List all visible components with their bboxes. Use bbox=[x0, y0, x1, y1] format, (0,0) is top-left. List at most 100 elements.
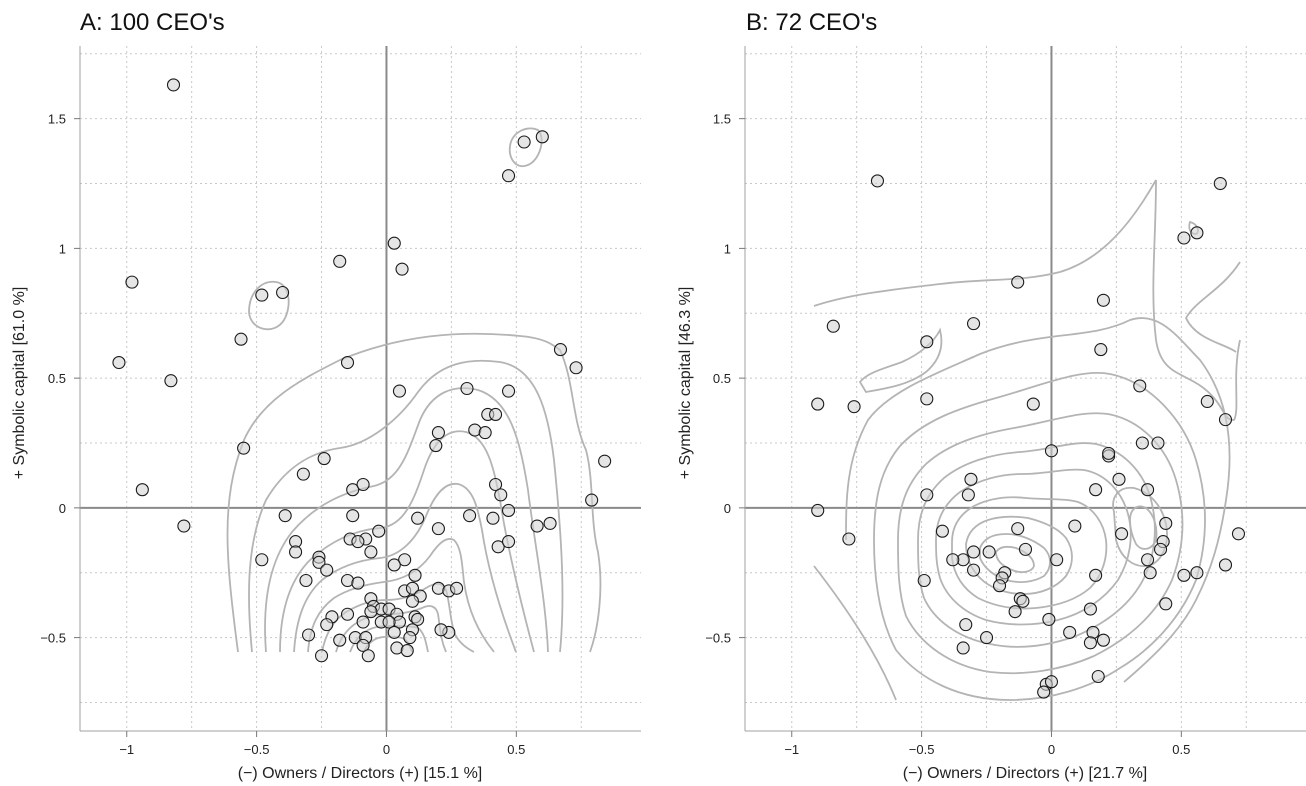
data-point bbox=[364, 545, 378, 559]
data-point bbox=[411, 511, 425, 525]
panel-b-y-axis-title: + Symbolic capital [46.3 %] bbox=[677, 287, 694, 480]
data-point bbox=[920, 335, 934, 349]
data-point bbox=[1218, 558, 1233, 572]
density-contour bbox=[873, 372, 1206, 701]
data-point bbox=[501, 384, 516, 398]
data-point bbox=[1159, 516, 1173, 530]
data-point bbox=[826, 319, 840, 333]
data-point bbox=[486, 511, 500, 525]
data-point bbox=[917, 573, 931, 588]
data-point bbox=[530, 519, 544, 533]
density-contour bbox=[813, 317, 1231, 701]
data-point bbox=[351, 576, 365, 590]
data-point bbox=[387, 558, 401, 572]
density-contour bbox=[965, 515, 1073, 595]
data-point bbox=[1016, 594, 1030, 608]
data-point bbox=[299, 573, 313, 588]
panel-b-title: B: 72 CEO's bbox=[746, 9, 877, 36]
data-point bbox=[1133, 379, 1147, 393]
data-point bbox=[517, 135, 531, 149]
data-point bbox=[1102, 446, 1116, 460]
data-point bbox=[166, 78, 181, 92]
data-point bbox=[314, 649, 329, 663]
panel-a-axes: −1 −0.5 0 0.5 −0.5 0 0.5 1 1.5 bbox=[40, 46, 641, 757]
data-point bbox=[842, 532, 856, 546]
data-point bbox=[1091, 669, 1105, 684]
y-tick-label: 1.5 bbox=[713, 112, 731, 127]
x-tick-label: −1 bbox=[784, 742, 799, 757]
data-point bbox=[1026, 397, 1040, 411]
data-point bbox=[553, 343, 568, 357]
data-point bbox=[982, 545, 996, 559]
x-tick-label: 0.5 bbox=[1172, 742, 1190, 757]
data-point bbox=[234, 332, 248, 346]
data-point bbox=[317, 452, 331, 466]
panel-a-title: A: 100 CEO's bbox=[80, 9, 225, 36]
x-tick-label: −0.5 bbox=[909, 742, 935, 757]
data-point bbox=[255, 288, 269, 302]
data-point bbox=[340, 607, 355, 621]
data-point bbox=[333, 633, 347, 647]
data-point bbox=[501, 503, 516, 518]
panel-a-x-axis-title: (−) Owners / Directors (+) [15.1 %] bbox=[238, 765, 483, 782]
data-point bbox=[964, 472, 978, 486]
data-point bbox=[400, 644, 414, 658]
data-point bbox=[177, 519, 191, 533]
density-contour bbox=[917, 442, 1156, 648]
data-point bbox=[405, 594, 419, 608]
data-point bbox=[405, 581, 419, 595]
data-point bbox=[1141, 553, 1155, 567]
panel-a-y-axis-title: + Symbolic capital [61.0 %] bbox=[11, 287, 28, 480]
data-point bbox=[372, 524, 386, 538]
data-point bbox=[356, 615, 370, 629]
data-point bbox=[478, 426, 492, 440]
data-point bbox=[1154, 542, 1168, 556]
x-tick-label: −1 bbox=[119, 742, 134, 757]
y-tick-label: 1.5 bbox=[48, 112, 66, 127]
data-point bbox=[346, 509, 360, 523]
data-point bbox=[811, 503, 825, 518]
data-point bbox=[1089, 483, 1103, 497]
y-tick-label: 1 bbox=[724, 241, 731, 256]
data-point bbox=[1011, 522, 1025, 536]
data-point bbox=[276, 285, 290, 300]
data-point bbox=[1094, 343, 1108, 357]
data-point bbox=[491, 540, 505, 554]
density-contour bbox=[279, 430, 535, 653]
data-point bbox=[920, 488, 934, 502]
data-point bbox=[494, 488, 508, 502]
data-point bbox=[320, 618, 334, 632]
data-point bbox=[112, 356, 126, 370]
panel-b-axes: −1 −0.5 0 0.5 −0.5 0 0.5 1 1.5 bbox=[705, 46, 1306, 757]
y-tick-label: 0.5 bbox=[48, 371, 66, 386]
data-point bbox=[1143, 566, 1157, 580]
data-point bbox=[135, 483, 149, 497]
data-point bbox=[237, 441, 251, 455]
density-contour bbox=[995, 545, 1035, 573]
data-point bbox=[1231, 527, 1246, 541]
y-tick-label: 1 bbox=[59, 241, 66, 256]
density-contour bbox=[858, 327, 943, 393]
data-point bbox=[1042, 612, 1056, 626]
data-point bbox=[543, 516, 557, 530]
data-point bbox=[296, 467, 310, 481]
data-point bbox=[1063, 625, 1077, 639]
data-point bbox=[946, 553, 960, 567]
panel-a: A: 100 CEO's −1 −0.5 0 0.5 −0.5 0 0.5 1 1.5 (−) … bbox=[11, 9, 641, 782]
density-contour bbox=[248, 280, 290, 331]
y-tick-label: 0.5 bbox=[713, 371, 731, 386]
data-point bbox=[1135, 436, 1149, 450]
data-point bbox=[429, 439, 443, 453]
data-point bbox=[501, 169, 516, 183]
data-point bbox=[340, 356, 355, 370]
data-point bbox=[403, 631, 417, 645]
density-contour bbox=[951, 496, 1108, 610]
density-contour bbox=[226, 332, 602, 653]
data-point bbox=[302, 628, 316, 642]
data-point bbox=[1011, 275, 1025, 289]
data-point bbox=[398, 553, 412, 567]
data-point bbox=[920, 392, 934, 406]
data-point bbox=[811, 397, 825, 411]
data-point bbox=[356, 477, 370, 492]
